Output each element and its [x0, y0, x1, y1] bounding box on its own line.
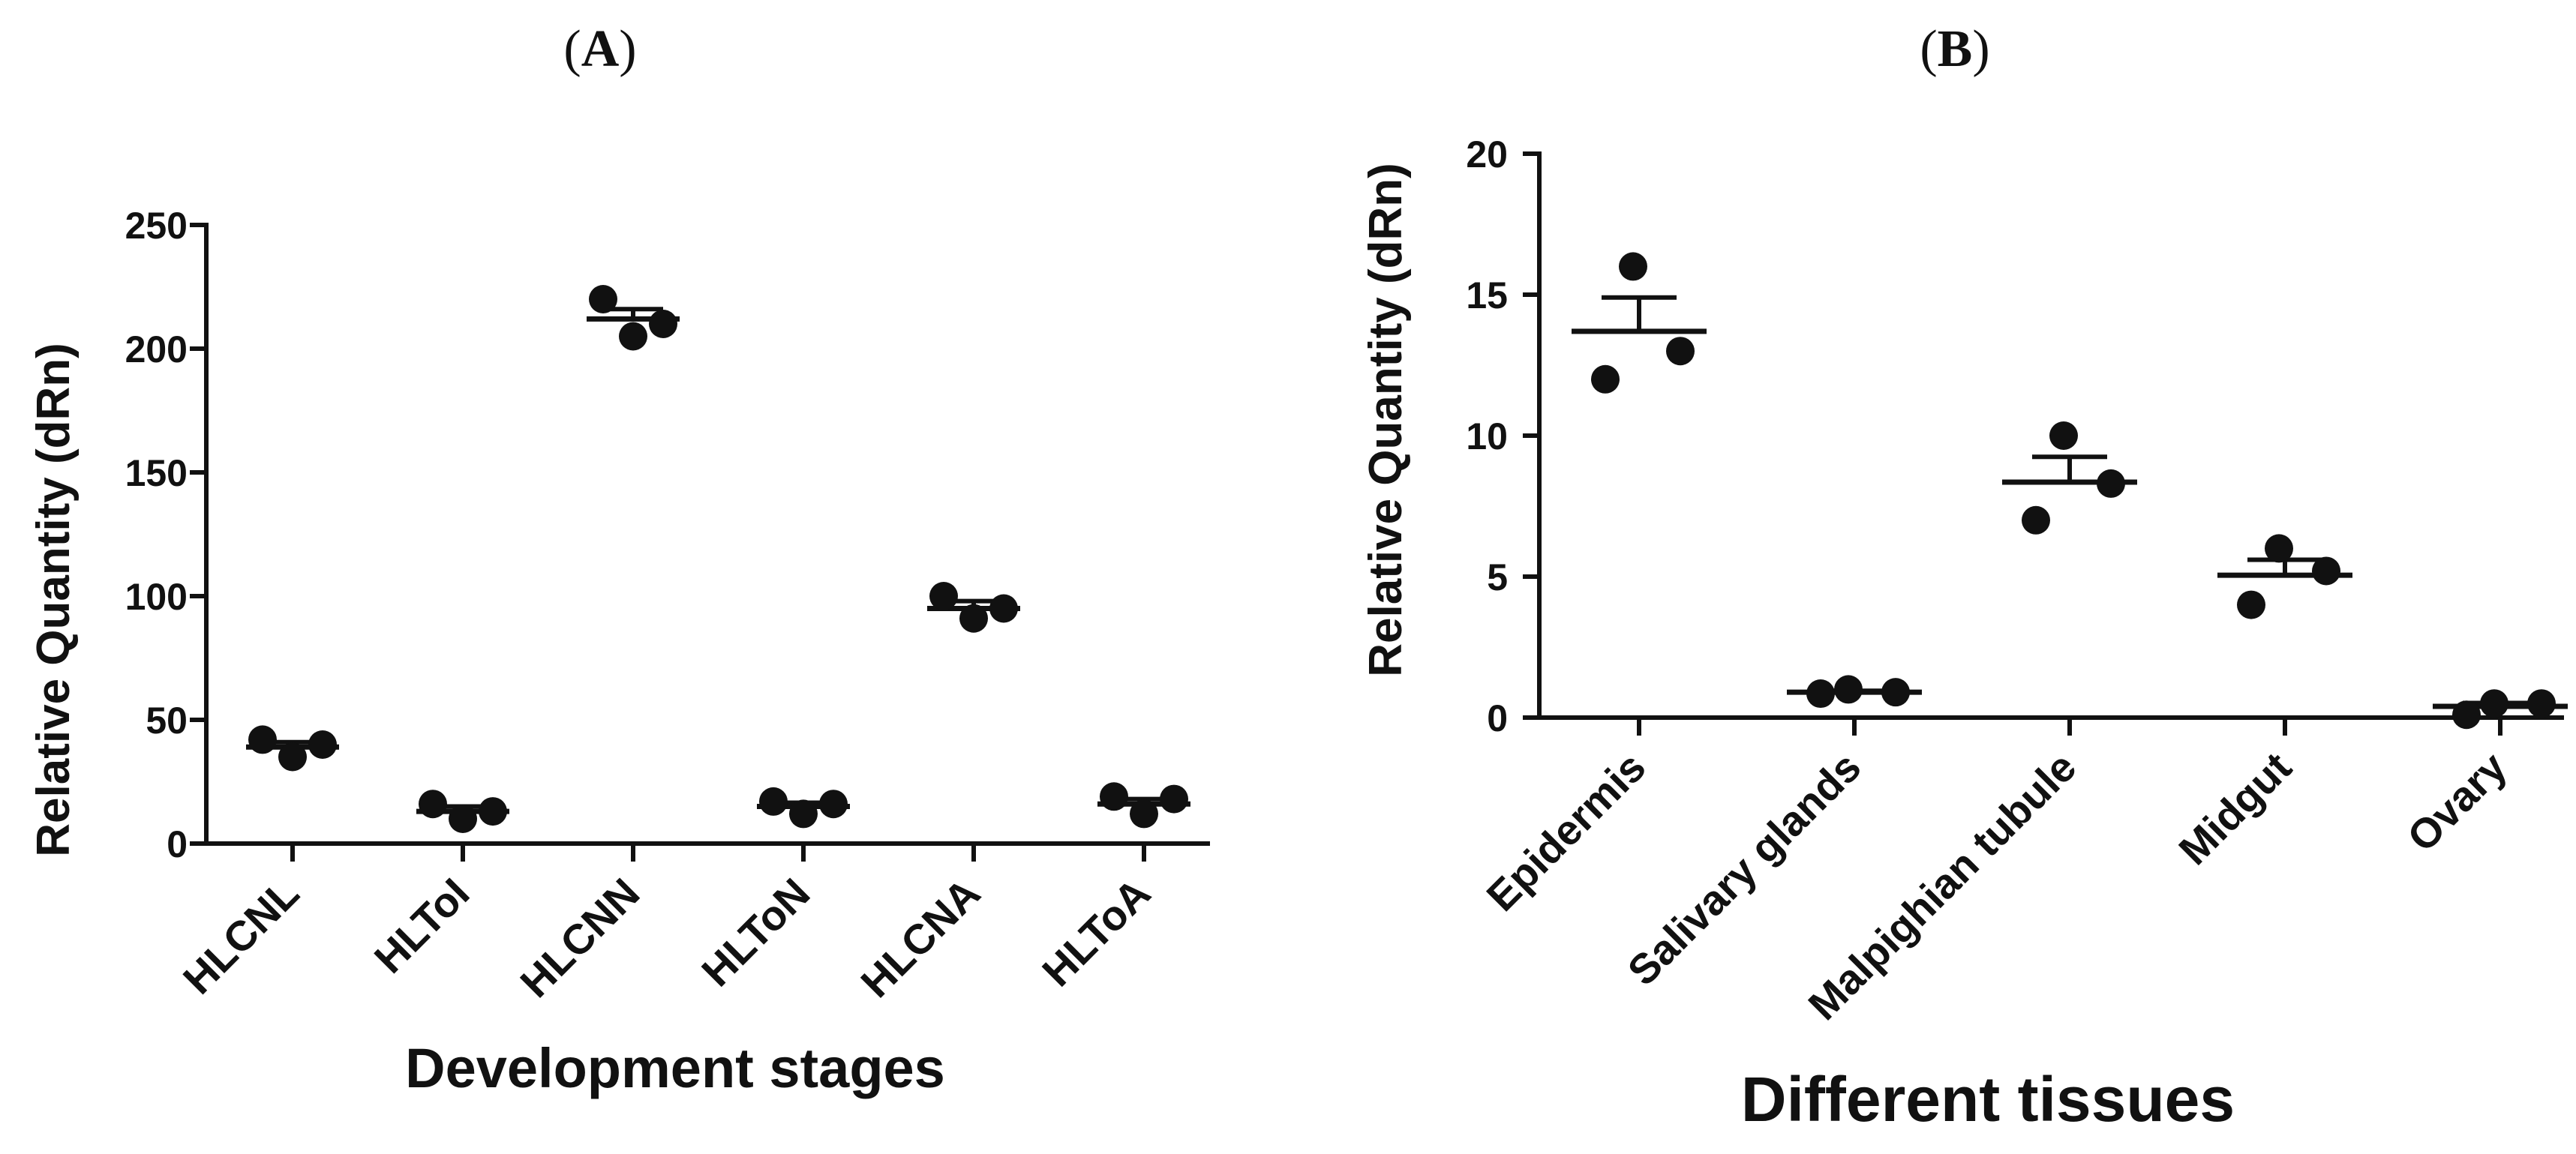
panel-a-category-label: HLCNL [174, 869, 308, 1003]
panel-a-data-point [929, 582, 958, 610]
panel-b-y-tick-label: 5 [1487, 556, 1508, 598]
panel-b-category-label: Epidermis [1477, 743, 1654, 920]
panel-a-y-tick-label: 200 [125, 328, 188, 370]
panel-b-y-tick-label: 20 [1466, 133, 1508, 175]
panel-a-y-axis-label: Relative Quantity (dRn) [28, 343, 80, 857]
panel-a-data-point [819, 790, 848, 819]
panel-b-title: (B) [1920, 20, 1989, 78]
panel-b-data-point [2452, 700, 2481, 730]
panel-a-data-point [419, 790, 447, 819]
panel-a-data-point [479, 797, 507, 826]
panel-b-data-point [1806, 679, 1835, 709]
panel-b-category-label: Salivary glands [1618, 743, 1869, 994]
panel-b-data-point [1834, 675, 1863, 704]
panel-a-category-label: HLCNA [851, 869, 989, 1006]
panel-b-data-point [2022, 505, 2050, 535]
panel-b-data-point [2097, 469, 2125, 498]
panel-b-x-axis-label: Different tissues [1741, 1064, 2235, 1135]
panel-b-data-point [2049, 421, 2078, 450]
panel-b-sem-bar [2032, 454, 2107, 483]
panel-b-data-point [1881, 678, 1910, 707]
panel-a-y-tick-label: 50 [146, 700, 188, 742]
panel-b-data-point [2527, 689, 2556, 718]
panel-b-y-tick-label: 0 [1487, 697, 1508, 739]
panel-b-data-point [2480, 689, 2508, 718]
panel-a-data-point [278, 742, 307, 772]
panel-a-y-tick-label: 150 [125, 452, 188, 494]
panel-b-y-tick-label: 10 [1466, 415, 1508, 457]
panel-a-data-point [789, 799, 818, 829]
panel-a-y-tick-label: 0 [167, 823, 188, 865]
panel-a-data-point [449, 805, 477, 833]
panel-a-data-point [1130, 799, 1158, 829]
panel-b-data-point [1591, 364, 1620, 394]
panel-a-data-point [308, 730, 337, 759]
panel-a-data-point [649, 310, 677, 338]
panel-b-category-label: Ovary [2398, 743, 2516, 861]
panel-b-data-point [1619, 252, 1647, 281]
panel-a-marks [246, 285, 1190, 833]
panel-a-y-tick-label: 250 [125, 205, 188, 247]
panel-a-data-point [619, 322, 647, 351]
panel-a-data-point [989, 594, 1018, 623]
panel-a-category-label: HLCNN [511, 869, 648, 1006]
panel-b-y-axis-label: Relative Quantity (dRn) [1360, 163, 1412, 677]
panel-b-data-point [2312, 556, 2340, 586]
panel-a-y-tick-label: 100 [125, 576, 188, 618]
panel-a-x-axis-label: Development stages [405, 1037, 945, 1099]
panel-b-sem-bar [1602, 295, 1677, 331]
panel-b-data-point [2265, 534, 2293, 563]
panel-a-data-point [589, 285, 617, 313]
panel-a-chart: (A) 0 50 100 150 200 250 HLCNL HLToI HLCNN HLToN H… [28, 20, 1210, 1099]
panel-a-data-point [1160, 784, 1188, 814]
panel-a-category-label: HLToA [1033, 869, 1159, 995]
panel-a-title: (A) [563, 20, 636, 78]
panel-b-marks [1572, 252, 2568, 730]
panel-b-data-point [2237, 590, 2265, 619]
panel-a-category-label: HLToI [365, 869, 479, 982]
panel-b-data-point [1666, 337, 1695, 366]
panel-a-data-point [759, 787, 788, 816]
panel-a-category-label: HLToN [692, 869, 818, 995]
panel-a-data-point [959, 604, 988, 633]
panel-a-data-point [1100, 782, 1128, 811]
panel-b-y-tick-label: 15 [1466, 274, 1508, 316]
panel-b-category-label: Midgut [2169, 743, 2300, 874]
panel-a-data-point [248, 725, 277, 754]
